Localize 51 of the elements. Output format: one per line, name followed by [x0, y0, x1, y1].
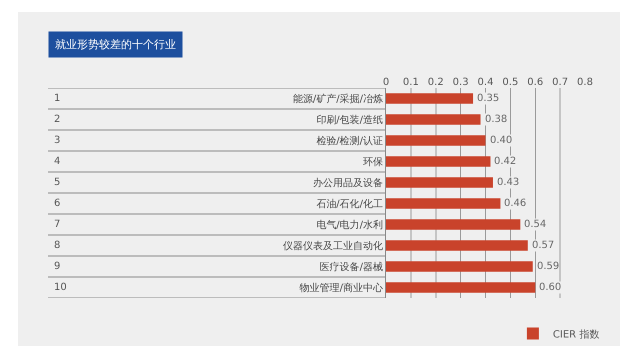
y-tick-label: 医疗设备/器械	[320, 261, 383, 273]
y-tick-label: 石油/石化/化工	[316, 198, 383, 210]
x-tick-label: 0.1	[402, 77, 419, 88]
y-tick-label: 检验/检测/认证	[316, 135, 383, 147]
text: 7	[54, 219, 60, 230]
text: 6	[54, 198, 60, 209]
text: 8	[54, 240, 60, 251]
data-label: 0.46	[504, 198, 526, 209]
legend-label: CIER 指数	[552, 328, 600, 340]
data-label: 0.40	[490, 135, 512, 146]
bar	[386, 198, 500, 209]
x-tick-label: 0.2	[428, 77, 444, 88]
text: 3	[54, 135, 60, 146]
x-tick-label: 0.6	[527, 77, 544, 88]
x-tick-label: 0.3	[452, 77, 469, 88]
data-label: 0.59	[537, 261, 560, 272]
bar	[386, 114, 481, 125]
text: 就业形势较差的十个行业	[55, 38, 176, 51]
bar	[386, 261, 533, 272]
bar	[386, 282, 536, 293]
text: 2	[54, 114, 60, 125]
x-tick-label: 0.7	[552, 77, 568, 88]
x-tick-label: 0.8	[577, 77, 593, 88]
bar	[386, 93, 474, 104]
data-label: 0.35	[477, 93, 500, 104]
y-tick-label: 办公用品及设备	[313, 177, 383, 189]
bar	[386, 156, 490, 167]
y-tick-label: 物业管理/商业中心	[300, 282, 383, 294]
bar	[386, 219, 520, 230]
bar	[386, 240, 528, 251]
data-label: 0.60	[539, 282, 562, 293]
y-tick-label: 环保	[363, 157, 383, 168]
data-label: 0.42	[494, 156, 516, 167]
text: 1	[54, 93, 60, 104]
text: 5	[54, 177, 60, 188]
data-label: 0.54	[524, 219, 546, 230]
x-tick-label: 0	[382, 77, 390, 88]
x-tick-label: 0.4	[478, 77, 494, 88]
text: 9	[54, 261, 60, 272]
y-tick-label: 印刷/包装/造纸	[316, 114, 383, 126]
y-tick-label: 电气/电力/水利	[316, 219, 383, 231]
text: 4	[54, 156, 60, 167]
text: 10	[54, 282, 67, 293]
y-tick-label: 能源/矿产/采掘/冶炼	[292, 93, 383, 105]
bar	[386, 177, 493, 188]
data-label: 0.43	[497, 177, 520, 188]
bar	[386, 135, 486, 146]
x-tick-label: 0.5	[502, 77, 518, 88]
data-label: 0.57	[532, 240, 554, 251]
y-tick-label: 仪器仪表及工业自动化	[283, 240, 383, 252]
data-label: 0.38	[485, 114, 508, 125]
